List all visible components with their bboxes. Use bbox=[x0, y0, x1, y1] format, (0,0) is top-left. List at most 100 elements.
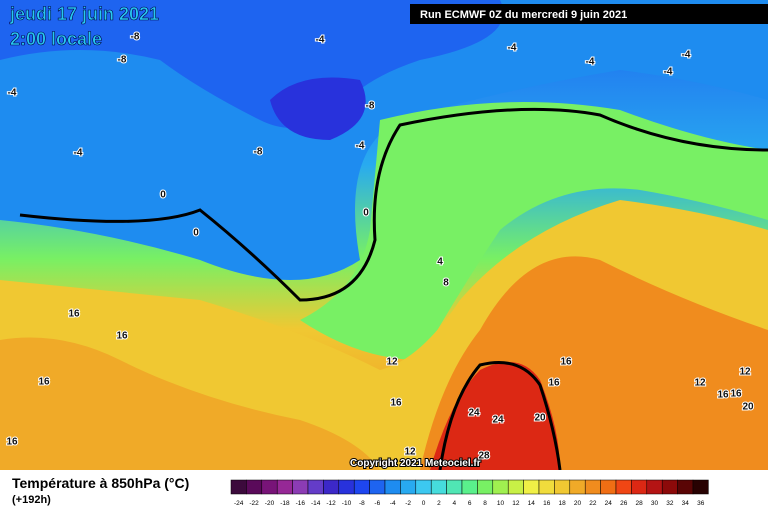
scale-label: 32 bbox=[666, 500, 674, 507]
scale-label: 26 bbox=[620, 500, 628, 507]
contour-label: -4 bbox=[664, 67, 673, 78]
contour-label: 16 bbox=[560, 357, 572, 368]
contour-label: -4 bbox=[682, 50, 691, 61]
scale-swatch bbox=[477, 479, 494, 495]
contour-label: 12 bbox=[386, 357, 398, 368]
scale-label: 10 bbox=[497, 500, 505, 507]
contour-label: 0 bbox=[193, 228, 199, 239]
scale-label: 12 bbox=[512, 500, 520, 507]
scale-swatch bbox=[323, 479, 340, 495]
scale-label: -14 bbox=[311, 500, 321, 507]
scale-swatch bbox=[661, 479, 678, 495]
scale-swatch bbox=[646, 479, 663, 495]
scale-swatch bbox=[507, 479, 524, 495]
contour-label: -4 bbox=[508, 43, 517, 54]
scale-label: -2 bbox=[405, 500, 411, 507]
contour-label: 0 bbox=[160, 190, 166, 201]
scale-label: -6 bbox=[374, 500, 380, 507]
contour-label: 16 bbox=[717, 390, 729, 401]
contour-label: -4 bbox=[356, 141, 365, 152]
scale-label: 4 bbox=[452, 500, 456, 507]
contour-label: -4 bbox=[8, 88, 17, 99]
scale-swatch bbox=[615, 479, 632, 495]
scale-label: -4 bbox=[390, 500, 396, 507]
contour-label: 16 bbox=[6, 437, 18, 448]
contour-label: 16 bbox=[730, 389, 742, 400]
scale-swatch bbox=[369, 479, 386, 495]
scale-label: 14 bbox=[528, 500, 536, 507]
contour-label: 16 bbox=[548, 378, 560, 389]
contour-label: 12 bbox=[739, 367, 751, 378]
contour-label: -8 bbox=[366, 101, 375, 112]
contour-label: 12 bbox=[694, 378, 706, 389]
scale-swatch bbox=[631, 479, 648, 495]
scale-swatch bbox=[230, 479, 247, 495]
contour-label: 20 bbox=[534, 413, 546, 424]
scale-label: -8 bbox=[359, 500, 365, 507]
contour-label: -4 bbox=[316, 35, 325, 46]
scale-swatch bbox=[246, 479, 263, 495]
scale-swatch bbox=[569, 479, 586, 495]
scale-swatch bbox=[430, 479, 447, 495]
scale-label: 8 bbox=[483, 500, 487, 507]
scale-swatch bbox=[523, 479, 540, 495]
contour-labels: -8-8-4-4-4-4-4-4-8-4 -8-40004816161612162… bbox=[5, 31, 755, 463]
color-scale: -24 -22 -20 -18 -16 -14 -12 -10 -8 -6 -4 -2 0 2 4 6 8 10 1… bbox=[230, 479, 709, 507]
contour-label: 16 bbox=[390, 398, 402, 409]
scale-swatch bbox=[538, 479, 555, 495]
scale-label: 0 bbox=[422, 500, 426, 507]
scale-swatch bbox=[415, 479, 432, 495]
contour-label: 16 bbox=[38, 377, 50, 388]
map-date: jeudi 17 juin 2021 bbox=[9, 4, 159, 24]
contour-label: 16 bbox=[68, 309, 80, 320]
contour-label: 28 bbox=[478, 451, 490, 462]
scale-label: 2 bbox=[437, 500, 441, 507]
map-time: 2:00 locale bbox=[10, 29, 102, 49]
contour-label: 24 bbox=[468, 408, 480, 419]
contour-label: -8 bbox=[118, 55, 127, 66]
contour-label: 24 bbox=[492, 415, 504, 426]
scale-swatch bbox=[584, 479, 601, 495]
scale-swatch bbox=[554, 479, 571, 495]
scale-label: 24 bbox=[605, 500, 613, 507]
scale-label: -22 bbox=[249, 500, 259, 507]
contour-label: -4 bbox=[586, 57, 595, 68]
contour-label: 12 bbox=[404, 447, 416, 458]
scale-label: 18 bbox=[558, 500, 566, 507]
scale-label: 6 bbox=[468, 500, 472, 507]
scale-label: -18 bbox=[280, 500, 290, 507]
contour-label: 0 bbox=[363, 208, 369, 219]
variable-label: Température à 850hPa (°C) bbox=[12, 475, 189, 491]
scale-swatch bbox=[261, 479, 278, 495]
scale-swatch bbox=[446, 479, 463, 495]
contour-label: -8 bbox=[254, 147, 263, 158]
scale-label: -24 bbox=[234, 500, 244, 507]
run-info: Run ECMWF 0Z du mercredi 9 juin 2021 bbox=[420, 9, 627, 21]
scale-label: 20 bbox=[574, 500, 582, 507]
scale-swatch bbox=[677, 479, 694, 495]
scale-label: 30 bbox=[651, 500, 659, 507]
copyright: Copyright 2021 Meteociel.fr bbox=[350, 458, 481, 469]
scale-swatch bbox=[353, 479, 370, 495]
scale-swatch bbox=[692, 479, 709, 495]
scale-swatch bbox=[292, 479, 309, 495]
scale-swatch bbox=[400, 479, 417, 495]
scale-label: -16 bbox=[296, 500, 306, 507]
contour-label: -4 bbox=[74, 148, 83, 159]
scale-label: -12 bbox=[326, 500, 336, 507]
scale-label: -20 bbox=[265, 500, 275, 507]
scale-label: 16 bbox=[543, 500, 551, 507]
scale-swatch bbox=[384, 479, 401, 495]
scale-label: 36 bbox=[697, 500, 705, 507]
contour-label: 16 bbox=[116, 331, 128, 342]
scale-label: -10 bbox=[342, 500, 352, 507]
scale-label: 28 bbox=[635, 500, 643, 507]
scale-swatch bbox=[338, 479, 355, 495]
contour-label: 20 bbox=[742, 402, 754, 413]
scale-swatch bbox=[276, 479, 293, 495]
scale-swatch bbox=[461, 479, 478, 495]
contour-label: -8 bbox=[131, 32, 140, 43]
scale-swatch bbox=[307, 479, 324, 495]
